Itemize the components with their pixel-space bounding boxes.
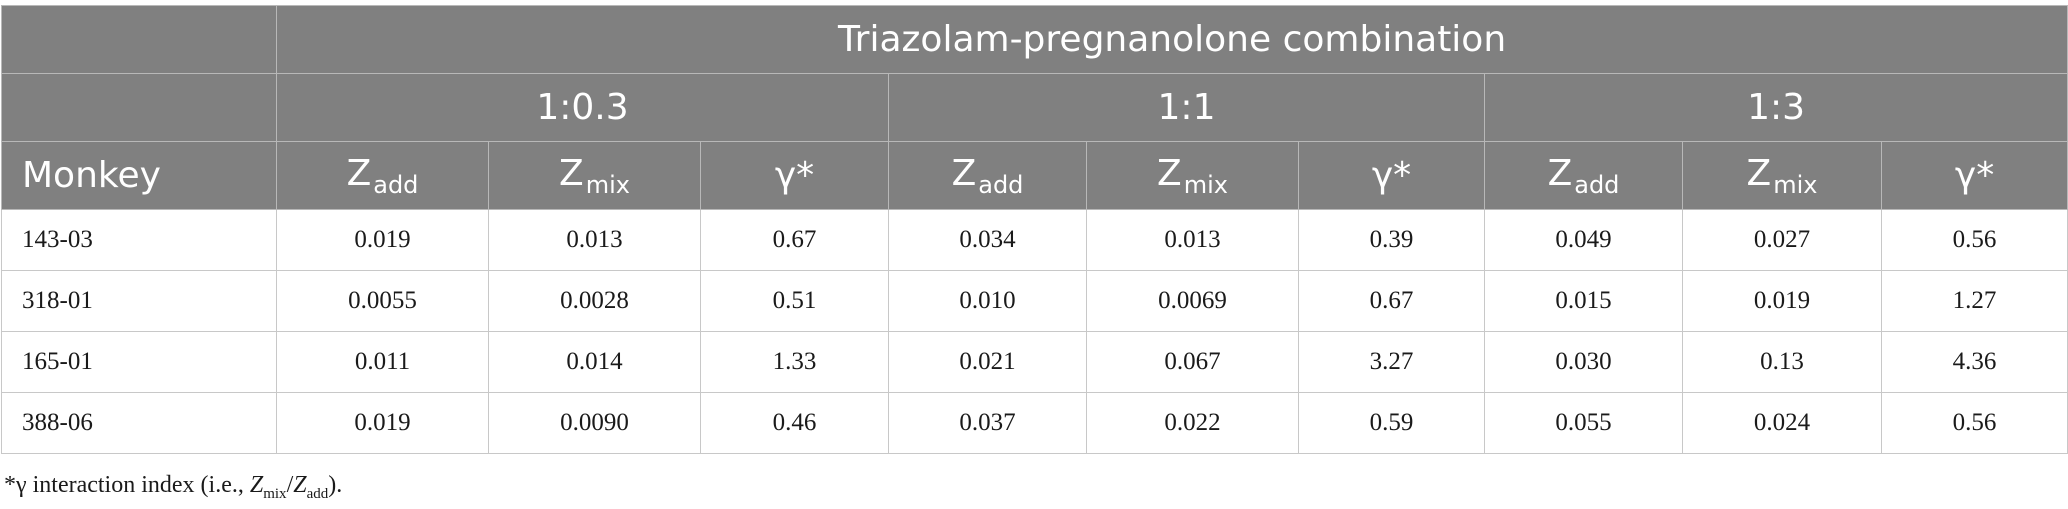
value-cell: 0.0069 bbox=[1086, 270, 1299, 332]
monkey-id-cell: 388-06 bbox=[1, 392, 277, 454]
value-cell: 0.56 bbox=[1880, 392, 2068, 454]
header-row-ratios: 1:0.3 1:1 1:3 bbox=[1, 73, 2068, 142]
table-body: 143-03 0.019 0.013 0.67 0.034 0.013 0.39 0.049 0… bbox=[1, 209, 2068, 454]
subscript: mix bbox=[1183, 170, 1228, 199]
subscript: add bbox=[1574, 170, 1620, 199]
value-cell: 0.019 bbox=[1682, 270, 1882, 332]
value-cell: 0.39 bbox=[1298, 209, 1485, 271]
value-cell: 0.011 bbox=[276, 331, 489, 393]
z-add-column-header: Zadd bbox=[276, 141, 489, 210]
monkey-id-cell: 318-01 bbox=[1, 270, 277, 332]
z-mix-column-header: Zmix bbox=[488, 141, 701, 210]
z-add-column-header: Zadd bbox=[1484, 141, 1683, 210]
value-cell: 0.67 bbox=[1298, 270, 1485, 332]
footnote-slash: / bbox=[286, 472, 294, 498]
value-cell: 0.13 bbox=[1682, 331, 1882, 393]
ratio-header: 1:1 bbox=[888, 73, 1485, 142]
footnote-z: Z bbox=[249, 472, 264, 498]
table-row: 165-01 0.011 0.014 1.33 0.021 0.067 3.27 0.030 0… bbox=[1, 331, 2068, 393]
z-mix-column-header: Zmix bbox=[1682, 141, 1882, 210]
value-cell: 0.013 bbox=[488, 209, 701, 271]
value-cell: 0.034 bbox=[888, 209, 1087, 271]
empty-corner-cell bbox=[1, 5, 277, 74]
value-cell: 0.0028 bbox=[488, 270, 701, 332]
ratio-header: 1:0.3 bbox=[276, 73, 889, 142]
value-cell: 0.067 bbox=[1086, 331, 1299, 393]
value-cell: 3.27 bbox=[1298, 331, 1485, 393]
value-cell: 0.030 bbox=[1484, 331, 1683, 393]
value-cell: 1.33 bbox=[700, 331, 889, 393]
value-cell: 0.0090 bbox=[488, 392, 701, 454]
value-cell: 4.36 bbox=[1880, 331, 2068, 393]
z-symbol: Z bbox=[559, 152, 584, 194]
z-symbol: Z bbox=[1547, 152, 1573, 194]
value-cell: 0.56 bbox=[1880, 209, 2068, 271]
value-cell: 0.022 bbox=[1086, 392, 1299, 454]
value-cell: 0.0055 bbox=[276, 270, 489, 332]
z-symbol: Z bbox=[346, 152, 372, 194]
subscript: mix bbox=[585, 170, 630, 199]
monkey-column-header: Monkey bbox=[1, 141, 277, 210]
footnote-suffix: ). bbox=[328, 472, 343, 498]
footnote-subscript: mix bbox=[263, 485, 287, 502]
value-cell: 0.015 bbox=[1484, 270, 1683, 332]
value-cell: 0.019 bbox=[276, 209, 489, 271]
value-cell: 0.055 bbox=[1484, 392, 1683, 454]
value-cell: 0.049 bbox=[1484, 209, 1683, 271]
z-add-column-header: Zadd bbox=[888, 141, 1087, 210]
footnote-subscript: add bbox=[306, 485, 329, 502]
subscript: add bbox=[978, 170, 1024, 199]
z-symbol: Z bbox=[1746, 152, 1772, 194]
footnote-z: Z bbox=[293, 472, 307, 498]
subscript: add bbox=[373, 170, 419, 199]
value-cell: 0.67 bbox=[700, 209, 889, 271]
empty-corner-cell bbox=[1, 73, 277, 142]
value-cell: 0.021 bbox=[888, 331, 1087, 393]
value-cell: 1.27 bbox=[1880, 270, 2068, 332]
value-cell: 0.014 bbox=[488, 331, 701, 393]
gamma-column-header: γ* bbox=[1298, 141, 1485, 210]
z-mix-column-header: Zmix bbox=[1086, 141, 1299, 210]
value-cell: 0.013 bbox=[1086, 209, 1299, 271]
value-cell: 0.51 bbox=[700, 270, 889, 332]
value-cell: 0.024 bbox=[1682, 392, 1882, 454]
table-row: 318-01 0.0055 0.0028 0.51 0.010 0.0069 0.67 0.0… bbox=[1, 270, 2068, 332]
value-cell: 0.027 bbox=[1682, 209, 1882, 271]
ratio-header: 1:3 bbox=[1483, 73, 2068, 142]
header-row-columns: Monkey Zadd Zmix γ* Zadd Zmix γ* Zadd Zm… bbox=[1, 141, 2068, 210]
data-table: Triazolam-pregnanolone combination 1:0.3… bbox=[1, 5, 2068, 454]
value-cell: 0.010 bbox=[888, 270, 1087, 332]
combination-header: Triazolam-pregnanolone combination bbox=[275, 5, 2068, 74]
z-symbol: Z bbox=[951, 152, 977, 194]
table-row: 143-03 0.019 0.013 0.67 0.034 0.013 0.39 0.049 0… bbox=[1, 209, 2068, 271]
value-cell: 0.019 bbox=[276, 392, 489, 454]
monkey-id-cell: 165-01 bbox=[1, 331, 277, 393]
subscript: mix bbox=[1773, 170, 1818, 199]
footnote-prefix: *γ interaction index (i.e., bbox=[4, 472, 250, 498]
footnote: *γ interaction index (i.e., Zmix/Zadd). bbox=[4, 472, 342, 503]
value-cell: 0.037 bbox=[888, 392, 1087, 454]
table-row: 388-06 0.019 0.0090 0.46 0.037 0.022 0.59 0.055… bbox=[1, 392, 2068, 454]
value-cell: 0.59 bbox=[1298, 392, 1485, 454]
header-row-combination: Triazolam-pregnanolone combination bbox=[1, 5, 2068, 74]
monkey-id-cell: 143-03 bbox=[1, 209, 277, 271]
value-cell: 0.46 bbox=[700, 392, 889, 454]
gamma-column-header: γ* bbox=[700, 141, 889, 210]
z-symbol: Z bbox=[1157, 152, 1182, 194]
gamma-column-header: γ* bbox=[1880, 141, 2068, 210]
